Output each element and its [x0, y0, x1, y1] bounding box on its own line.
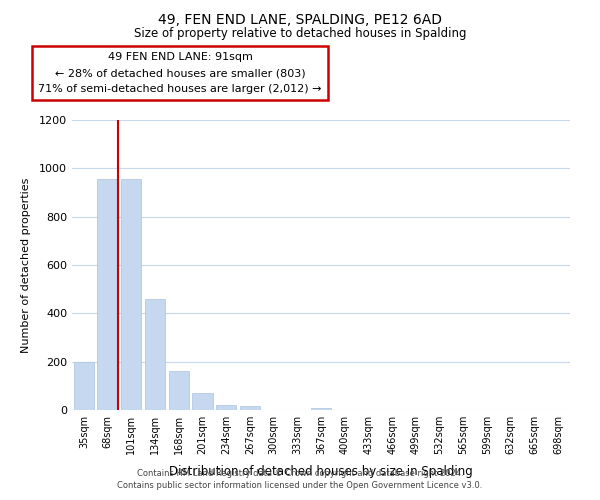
Text: 49, FEN END LANE, SPALDING, PE12 6AD: 49, FEN END LANE, SPALDING, PE12 6AD — [158, 12, 442, 26]
Bar — [145, 299, 165, 410]
Bar — [121, 179, 142, 410]
Bar — [193, 393, 212, 410]
Bar — [311, 408, 331, 410]
X-axis label: Distribution of detached houses by size in Spalding: Distribution of detached houses by size … — [169, 466, 473, 478]
Text: Size of property relative to detached houses in Spalding: Size of property relative to detached ho… — [134, 28, 466, 40]
Bar — [97, 179, 118, 410]
Text: Contains HM Land Registry data © Crown copyright and database right 2024.: Contains HM Land Registry data © Crown c… — [137, 468, 463, 477]
Bar — [240, 406, 260, 410]
Text: 49 FEN END LANE: 91sqm
← 28% of detached houses are smaller (803)
71% of semi-de: 49 FEN END LANE: 91sqm ← 28% of detached… — [38, 52, 322, 94]
Bar — [169, 372, 189, 410]
Y-axis label: Number of detached properties: Number of detached properties — [20, 178, 31, 352]
Text: Contains public sector information licensed under the Open Government Licence v3: Contains public sector information licen… — [118, 481, 482, 490]
Bar — [74, 362, 94, 410]
Bar — [216, 404, 236, 410]
